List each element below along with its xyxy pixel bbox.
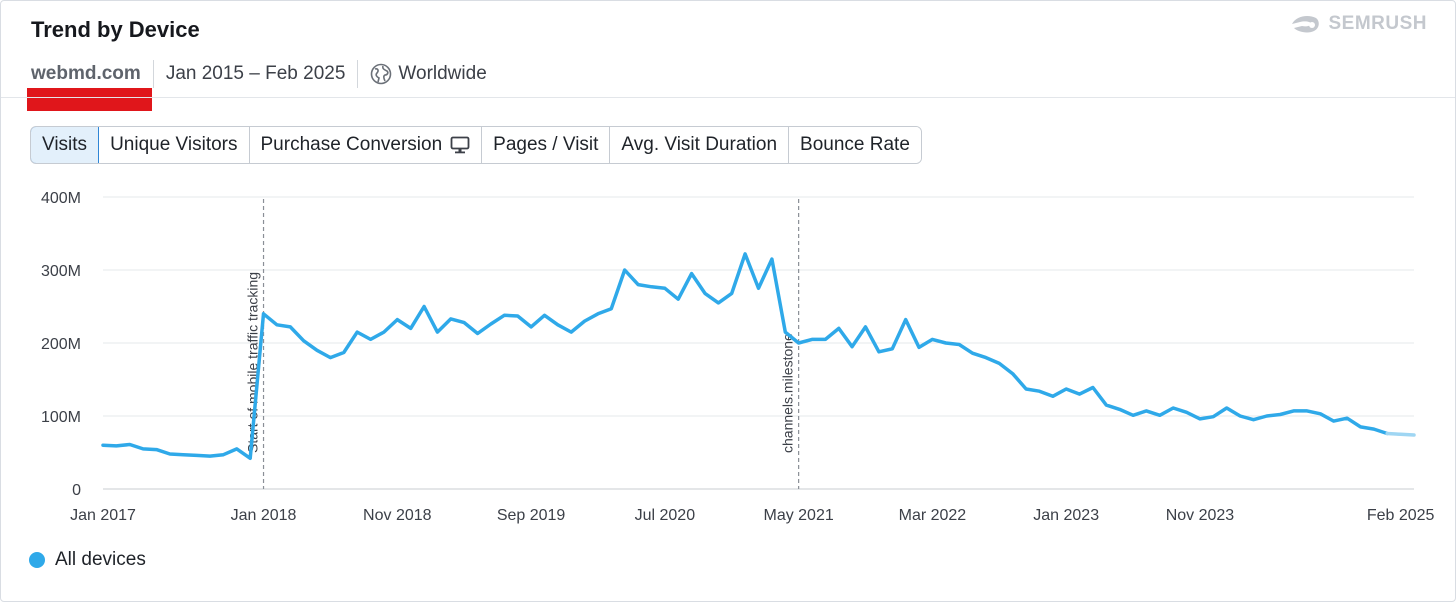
semrush-flame-icon: [1292, 16, 1320, 33]
y-tick-label: 100M: [41, 409, 81, 426]
x-tick-label: Nov 2023: [1166, 507, 1235, 524]
x-tick-label: Sep 2019: [497, 507, 566, 524]
metric-tabs: Visits Unique Visitors Purchase Conversi…: [30, 126, 922, 164]
series-line-partial: [1385, 431, 1416, 437]
y-tick-label: 300M: [41, 263, 81, 280]
report-meta: webmd.com Jan 2015 – Feb 2025 Worldwide: [31, 60, 487, 88]
tab-visits[interactable]: Visits: [30, 127, 100, 163]
tab-unique-visitors[interactable]: Unique Visitors: [99, 127, 250, 163]
meta-divider: [152, 60, 154, 88]
x-tick-label: Nov 2018: [363, 507, 432, 524]
brand-logo: SEMRUSH: [1290, 13, 1427, 35]
globe-icon: [371, 63, 392, 85]
legend-dot: [29, 552, 45, 568]
x-tick-label: Jul 2020: [635, 507, 696, 524]
tab-label: Bounce Rate: [800, 134, 910, 155]
annotation-label: channels.milestone: [780, 333, 796, 453]
x-tick-label: Jan 2023: [1033, 507, 1099, 524]
tab-label: Purchase Conversion: [260, 134, 443, 155]
chart-legend[interactable]: All devices: [29, 549, 146, 571]
domain-label[interactable]: webmd.com: [31, 63, 141, 84]
redaction-bar: [27, 88, 152, 111]
desktop-icon: [450, 136, 470, 154]
tab-avg-visit-duration[interactable]: Avg. Visit Duration: [610, 127, 790, 163]
card-title: Trend by Device: [31, 17, 200, 42]
tab-purchase-conversion[interactable]: Purchase Conversion: [249, 127, 483, 163]
y-tick-label: 200M: [41, 336, 81, 353]
brand-name: SEMRUSH: [1328, 13, 1427, 34]
tab-bounce-rate[interactable]: Bounce Rate: [789, 127, 921, 163]
x-tick-label: Jan 2017: [70, 507, 136, 524]
region-label: Worldwide: [398, 63, 487, 84]
y-tick-label: 400M: [41, 190, 81, 207]
x-tick-label: May 2021: [763, 507, 833, 524]
tab-label: Avg. Visit Duration: [621, 134, 778, 155]
visits-line-chart: 0 100M 200M 300M 400M Jan 2017 Jan 2018 Nov 201…: [41, 190, 1435, 524]
x-tick-label: Jan 2018: [231, 507, 297, 524]
tab-label: Unique Visitors: [110, 134, 238, 155]
x-tick-label: Feb 2025: [1367, 507, 1435, 524]
y-tick-label: 0: [72, 482, 81, 499]
meta-divider: [357, 60, 359, 88]
x-tick-label: Mar 2022: [899, 507, 967, 524]
region-selector[interactable]: Worldwide: [370, 63, 487, 85]
tab-pages-per-visit[interactable]: Pages / Visit: [482, 127, 611, 163]
tab-label: Pages / Visit: [493, 134, 599, 155]
series-line: [101, 252, 1389, 461]
tab-label: Visits: [42, 134, 88, 155]
date-range[interactable]: Jan 2015 – Feb 2025: [165, 63, 346, 84]
header-divider: [1, 97, 1455, 98]
legend-label: All devices: [55, 549, 146, 570]
